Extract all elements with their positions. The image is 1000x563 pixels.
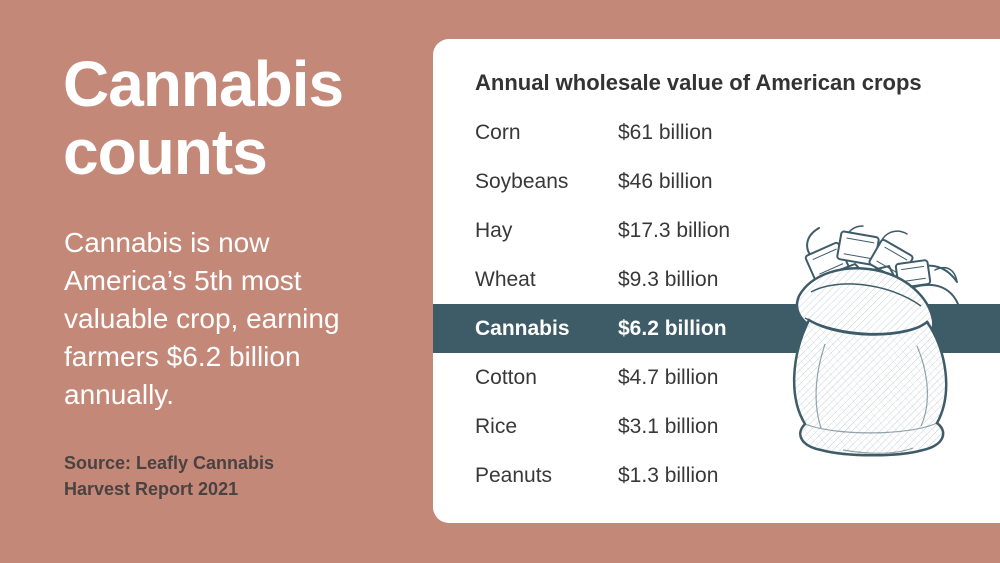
- table-row: Wheat $9.3 billion: [433, 255, 1000, 304]
- crop-value: $17.3 billion: [618, 218, 731, 242]
- table-row: Soybeans $46 billion: [433, 157, 1000, 206]
- crop-name: Soybeans: [475, 169, 569, 193]
- crop-name: Peanuts: [475, 463, 553, 487]
- crop-value: $3.1 billion: [618, 414, 719, 438]
- crop-value: $4.7 billion: [618, 365, 719, 389]
- crop-value: $61 billion: [618, 120, 713, 144]
- table-row: Peanuts $1.3 billion: [433, 451, 1000, 500]
- crops-value-card: Annual wholesale value of American crops…: [433, 39, 1000, 523]
- table-row: Cotton $4.7 billion: [433, 353, 1000, 402]
- crop-name: Wheat: [475, 267, 536, 291]
- crop-name: Corn: [475, 120, 521, 144]
- crop-value: $1.3 billion: [618, 463, 719, 487]
- source-citation: Source: Leafly Cannabis Harvest Report 2…: [64, 453, 275, 499]
- crop-name: Rice: [475, 414, 518, 438]
- page-title: Cannabis counts: [63, 48, 344, 188]
- crop-value: $9.3 billion: [618, 267, 719, 291]
- table-row: Hay $17.3 billion: [433, 206, 1000, 255]
- crops-table-rows: Corn $61 billion Soybeans $46 billion Ha…: [433, 108, 1000, 500]
- money-bag-icon: [785, 222, 960, 457]
- crop-name: Cotton: [475, 365, 537, 389]
- table-row: Corn $61 billion: [433, 108, 1000, 157]
- crop-name: Hay: [475, 218, 513, 242]
- crop-value: $46 billion: [618, 169, 713, 193]
- description-text: Cannabis is now America’s 5th most valua…: [64, 227, 340, 410]
- table-row: Rice $3.1 billion: [433, 402, 1000, 451]
- crop-value: $6.2 billion: [618, 316, 727, 340]
- crop-name: Cannabis: [475, 316, 570, 340]
- table-title: Annual wholesale value of American crops: [475, 70, 922, 95]
